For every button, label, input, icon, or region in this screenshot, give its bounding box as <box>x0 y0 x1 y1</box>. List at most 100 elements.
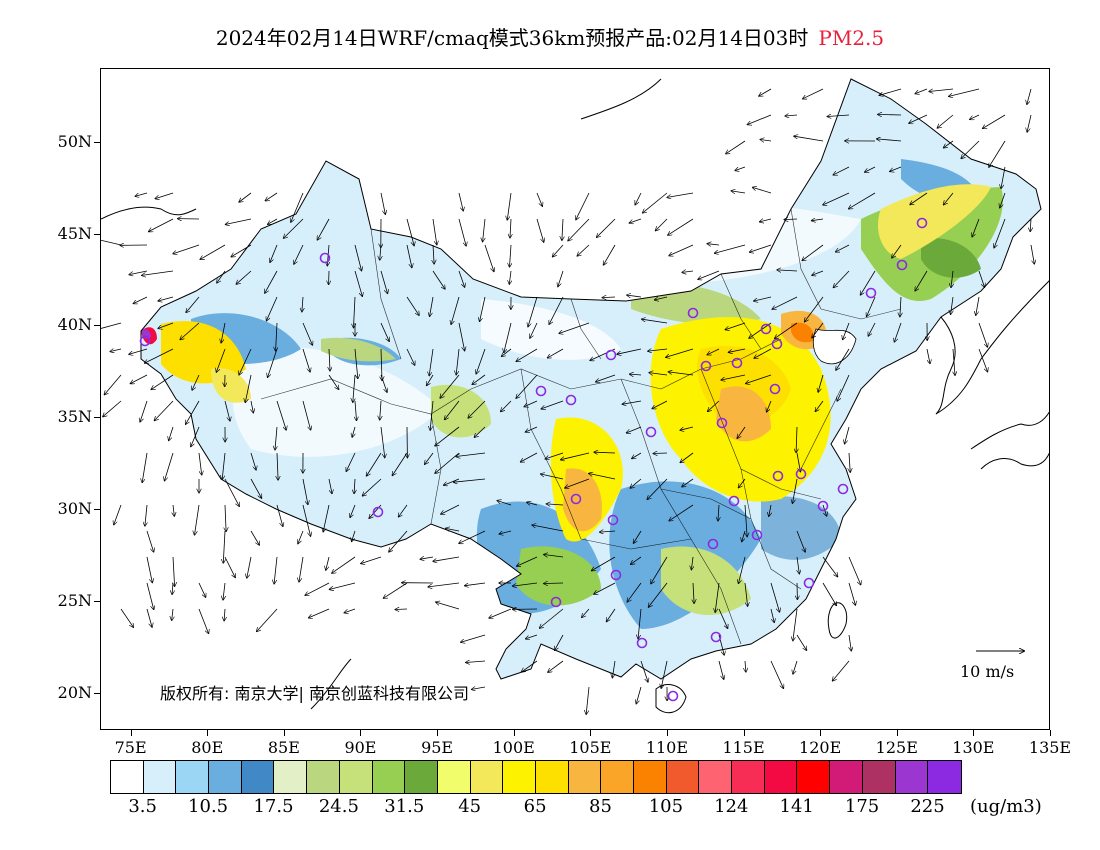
wind-arrow <box>526 426 538 432</box>
city-marker <box>139 335 151 347</box>
wind-arrow <box>516 374 538 398</box>
longitude-label: 90E <box>344 738 377 757</box>
wind-arrow <box>142 452 148 482</box>
wind-arrow <box>200 244 226 259</box>
wind-arrow <box>994 218 1006 248</box>
wind-arrow <box>656 218 668 231</box>
wind-arrow <box>432 270 445 289</box>
wind-arrow <box>929 88 954 92</box>
wind-arrow <box>796 426 797 452</box>
wind-arrow <box>604 244 616 265</box>
wind-arrow <box>510 244 512 267</box>
wind-arrow <box>530 322 538 338</box>
wind-arrow <box>239 192 252 202</box>
legend-swatch <box>634 761 667 793</box>
wind-arrow <box>458 270 465 287</box>
wind-arrow <box>607 608 616 622</box>
wind-arrow <box>146 608 152 627</box>
wind-arrow <box>638 608 642 639</box>
wind-arrow <box>198 452 202 475</box>
wind-arrow <box>274 556 278 584</box>
wind-arrow <box>649 373 668 375</box>
wind-arrow <box>513 582 538 586</box>
wind-arrow <box>425 452 434 464</box>
wind-arrow <box>236 270 252 284</box>
city-marker <box>565 394 577 406</box>
wind-arrow <box>707 348 720 355</box>
wind-arrow <box>833 660 850 681</box>
wind-arrow <box>265 192 278 201</box>
wind-arrow <box>299 556 304 582</box>
wind-arrow <box>976 296 980 315</box>
wind-arrow <box>784 219 798 220</box>
wind-arrow <box>632 452 642 459</box>
wind-arrow <box>989 140 1006 167</box>
wind-arrow <box>381 348 382 380</box>
legend-label: 24.5 <box>318 796 359 817</box>
longitude-label: 85E <box>267 738 300 757</box>
wind-arrow <box>770 660 783 688</box>
wind-arrow <box>777 270 798 271</box>
wind-arrow <box>796 452 800 472</box>
city-marker <box>772 470 784 482</box>
wind-arrow <box>682 478 694 487</box>
legend-label: 105 <box>648 796 684 817</box>
wind-arrow <box>655 296 668 300</box>
wind-arrow <box>276 322 277 351</box>
wind-arrow <box>120 608 133 627</box>
title-main: 2024年02月14日WRF/cmaq模式36km预报产品:02月14日03时 <box>215 26 809 50</box>
city-marker <box>769 383 781 395</box>
wind-arrow <box>834 270 850 287</box>
city-marker <box>687 307 699 319</box>
wind-arrow <box>848 582 855 605</box>
legend-swatch <box>405 761 438 793</box>
wind-arrow <box>797 556 799 574</box>
wind-arrow <box>302 348 310 372</box>
wind-arrow <box>380 374 387 392</box>
legend-label: 3.5 <box>128 796 157 817</box>
latitude-label: 35N <box>57 407 92 427</box>
legend-swatch <box>470 761 504 793</box>
wind-arrow <box>718 608 728 628</box>
longitude-tick <box>820 730 822 736</box>
map-panel[interactable] <box>100 68 1050 730</box>
wind-arrow <box>302 504 311 536</box>
city-marker <box>550 596 562 608</box>
wind-arrow <box>284 218 304 238</box>
longitude-tick <box>130 730 132 736</box>
legend-swatch <box>307 761 340 793</box>
wind-arrow <box>742 530 746 542</box>
wind-arrow <box>822 582 836 606</box>
wind-arrow <box>239 348 252 375</box>
wind-arrow <box>406 244 412 268</box>
wind-arrow <box>504 322 512 352</box>
wind-arrow <box>352 426 355 437</box>
wind-arrow <box>951 270 953 287</box>
legend-label: 175 <box>844 796 880 817</box>
wind-arrow <box>465 582 486 586</box>
legend-swatch <box>339 761 373 793</box>
wind-arrow <box>802 244 824 261</box>
wind-arrow <box>547 504 564 505</box>
wind-arrow <box>305 582 330 595</box>
wind-arrow <box>472 687 486 689</box>
wind-arrow <box>155 400 174 420</box>
wind-arrow <box>265 270 278 293</box>
city-markers <box>139 217 928 702</box>
wind-arrow <box>748 114 772 125</box>
wind-arrow <box>715 582 720 612</box>
longitude-label: 135E <box>1028 738 1072 757</box>
wind-arrow <box>276 400 286 430</box>
wind-arrow <box>735 166 746 171</box>
wind-arrow <box>544 583 564 584</box>
wind-arrow <box>725 322 746 330</box>
wind-arrow <box>480 296 486 321</box>
city-marker <box>817 500 829 512</box>
wind-arrow <box>146 530 154 552</box>
wind-arrow <box>978 348 988 372</box>
wind-arrow <box>680 452 694 463</box>
wind-arrow <box>502 348 512 356</box>
wind-arrow <box>745 504 747 537</box>
wind-arrow <box>568 218 590 241</box>
wind-arrow <box>729 348 746 352</box>
